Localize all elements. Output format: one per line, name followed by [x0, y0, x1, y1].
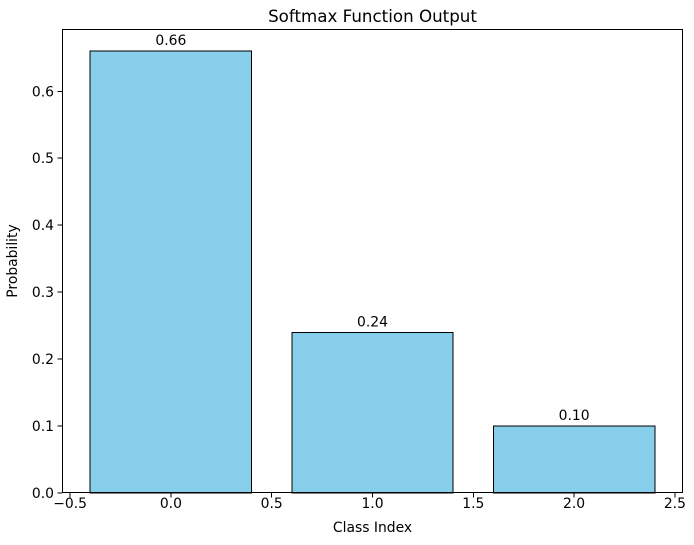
x-tick-label: 0.0: [160, 496, 182, 512]
y-tick-label: 0.2: [32, 352, 54, 368]
chart-layer: −0.5 0.0 0.5 1.0 1.5 2.0 2.50.00.10.20.30.40.5…: [32, 29, 686, 512]
plot-border: [62, 29, 683, 493]
bar: [89, 50, 252, 494]
bar: [291, 331, 454, 494]
x-tick-label: 1.0: [361, 496, 383, 512]
x-tick-label: 2.5: [664, 496, 686, 512]
y-axis-label: Probability: [5, 224, 21, 297]
bar: [493, 425, 656, 494]
y-tick-label: 0.5: [32, 151, 54, 167]
y-tick-label: 0.1: [32, 419, 54, 435]
bar-value-label: 0.66: [155, 33, 186, 49]
x-tick-label: −0.5: [53, 496, 87, 512]
bar-value-label: 0.10: [559, 408, 590, 424]
y-tick-label: 0.0: [32, 486, 54, 502]
x-axis-label: Class Index: [333, 520, 412, 536]
x-tick-label: 1.5: [462, 496, 484, 512]
y-tick-label: 0.4: [32, 218, 54, 234]
bar-value-label: 0.24: [357, 314, 388, 330]
x-tick-label: 0.5: [261, 496, 283, 512]
x-tick-label: 2.0: [563, 496, 585, 512]
y-tick-label: 0.6: [32, 84, 54, 100]
y-tick-label: 0.3: [32, 285, 54, 301]
chart-title: Softmax Function Output: [268, 6, 477, 26]
